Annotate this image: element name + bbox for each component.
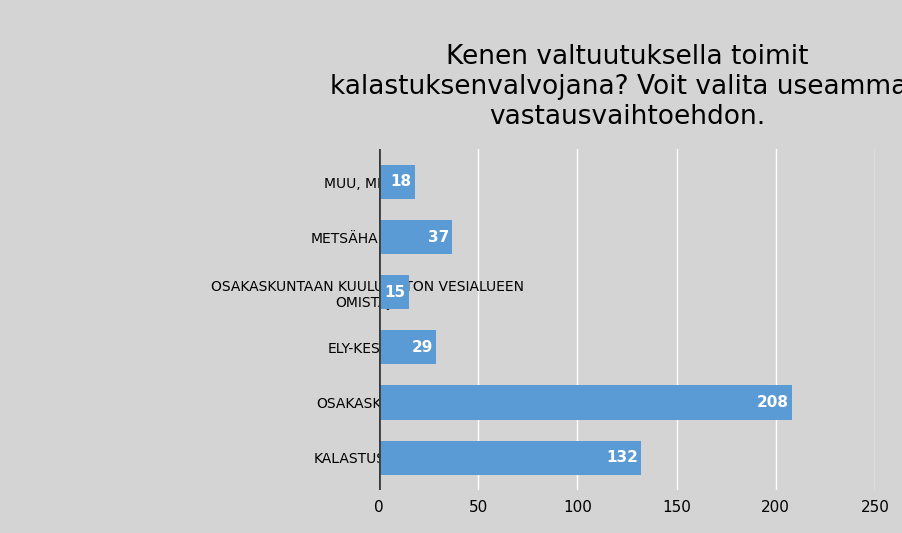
Bar (379, 220, 452, 254)
Bar (379, 330, 437, 365)
Text: 29: 29 (412, 340, 433, 355)
Text: 37: 37 (428, 230, 449, 245)
Title: Kenen valtuutuksella toimit
kalastuksenvalvojana? Voit valita useamman
vastausva: Kenen valtuutuksella toimit kalastuksenv… (330, 44, 902, 130)
Bar (379, 385, 792, 419)
Bar (379, 441, 640, 475)
Text: 208: 208 (757, 395, 788, 410)
Text: 18: 18 (391, 174, 411, 189)
Bar (379, 275, 409, 309)
Text: 15: 15 (384, 285, 406, 300)
Bar (379, 165, 415, 199)
Text: 132: 132 (606, 450, 638, 465)
